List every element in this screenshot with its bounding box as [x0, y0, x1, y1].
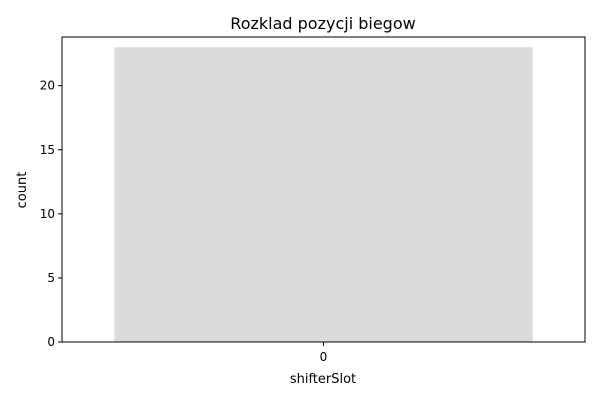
y-tick-label: 15 — [40, 143, 55, 157]
x-tick-label: 0 — [320, 350, 328, 364]
y-tick-label: 20 — [40, 79, 55, 93]
x-axis: 0 — [320, 342, 328, 364]
bars-group — [114, 47, 533, 342]
y-axis-label: count — [15, 172, 30, 209]
y-axis: 0 5 10 15 20 — [40, 79, 62, 349]
x-axis-label: shifterSlot — [290, 372, 356, 387]
y-tick-label: 0 — [47, 335, 55, 349]
plot-area — [61, 36, 586, 343]
y-tick-label: 5 — [47, 271, 55, 285]
y-tick-label: 10 — [40, 207, 55, 221]
bar-0 — [114, 47, 533, 342]
chart-title: Rozklad pozycji biegow — [230, 14, 415, 33]
